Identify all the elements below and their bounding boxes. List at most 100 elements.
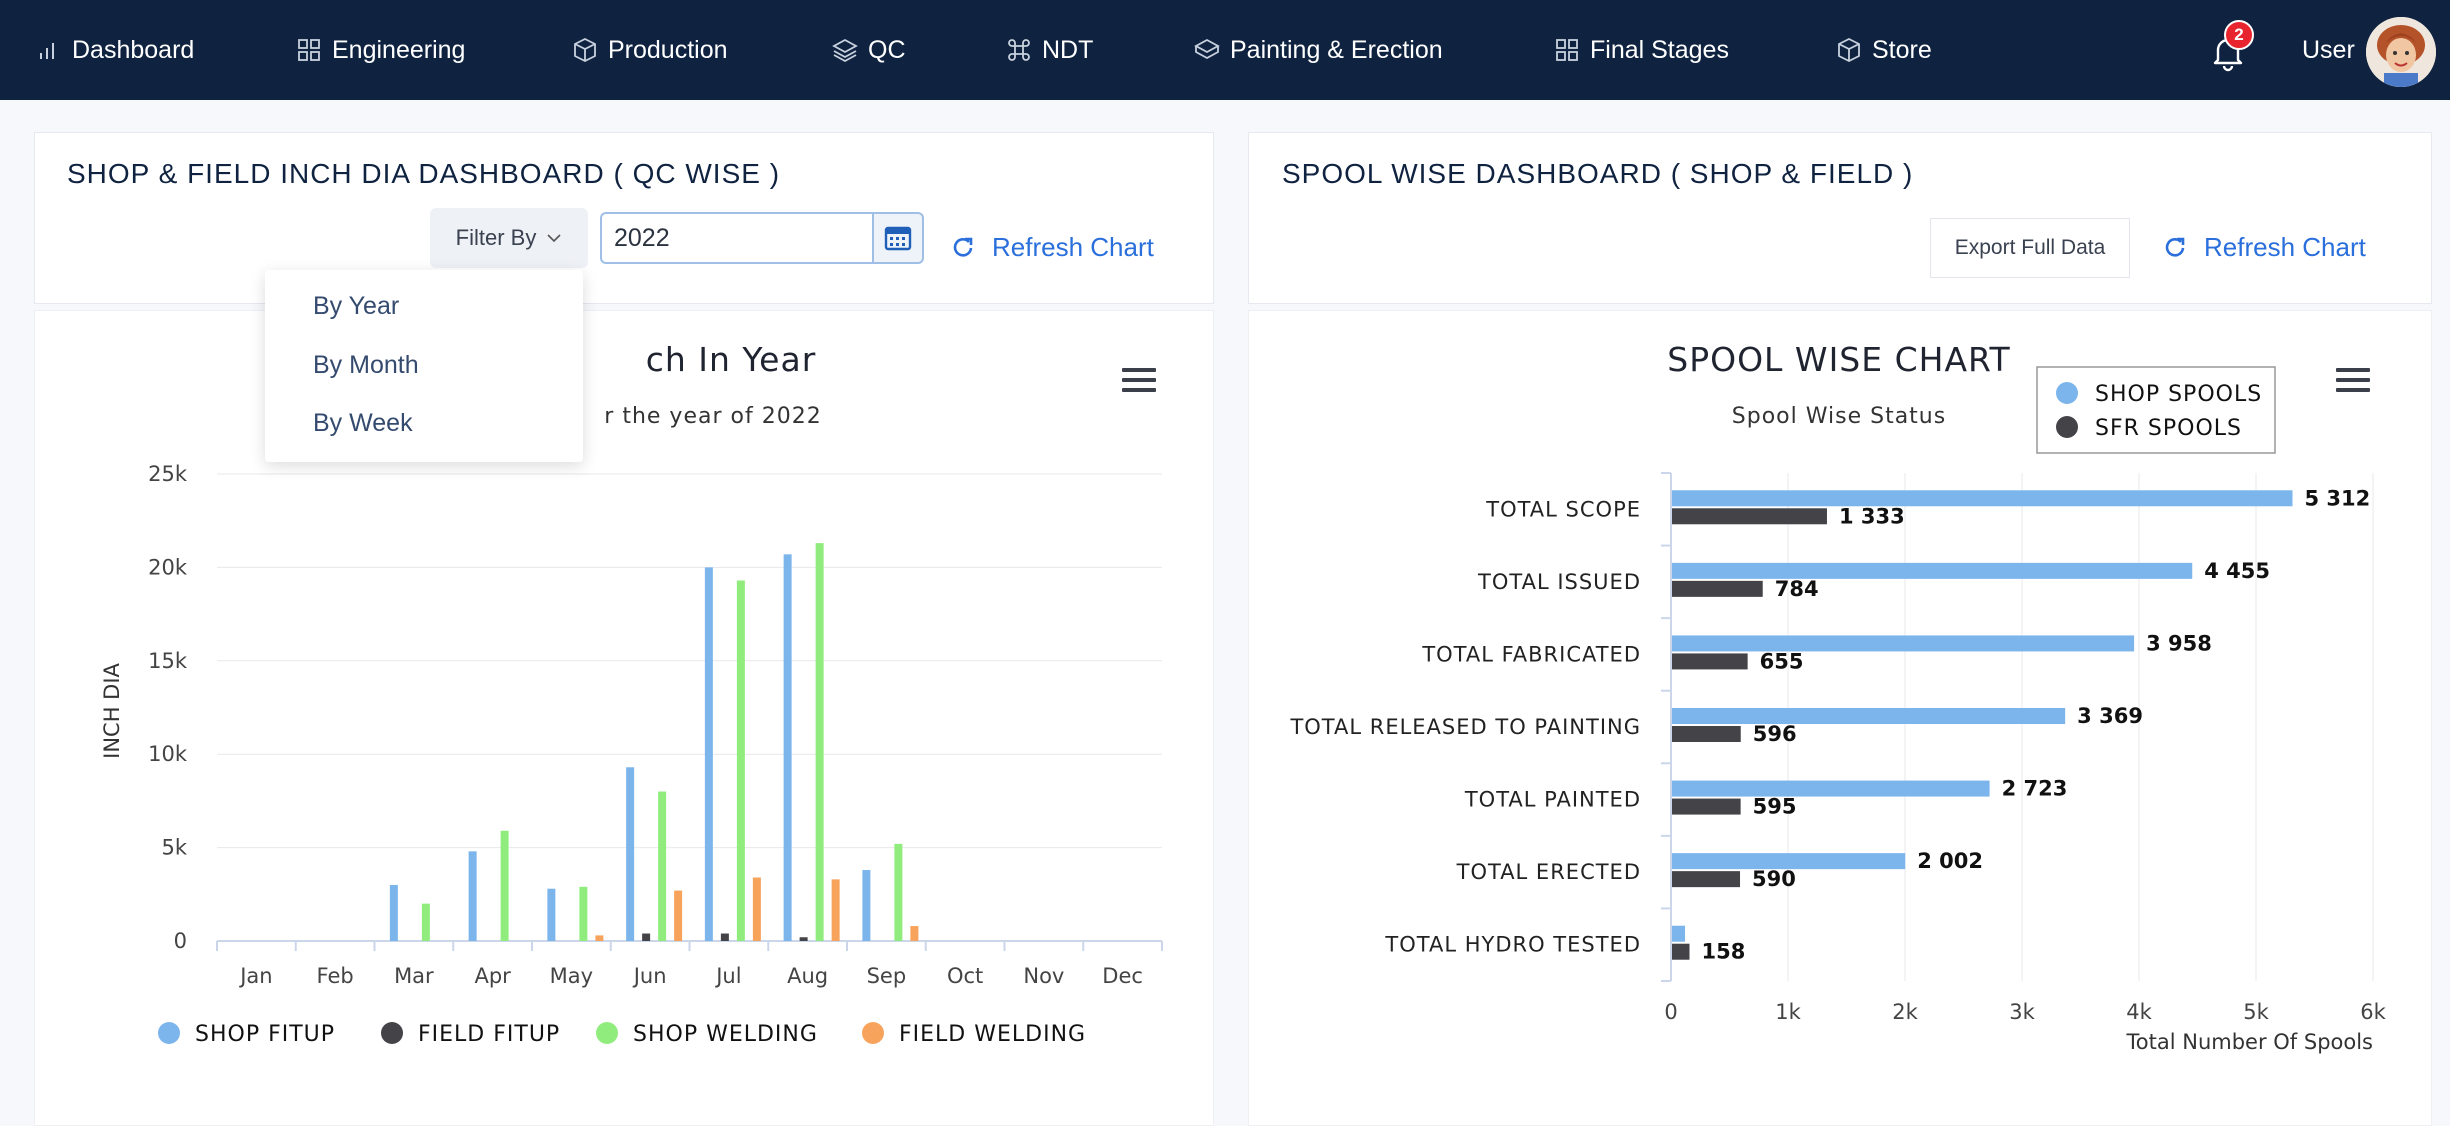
- legend-label: SHOP WELDING: [633, 1022, 818, 1047]
- x-tick-label: Dec: [1102, 964, 1143, 988]
- bar: [389, 884, 398, 941]
- legend-marker: [158, 1022, 180, 1044]
- bar: [894, 843, 903, 941]
- x-tick-label: 6k: [2360, 1000, 2386, 1024]
- bar: [421, 903, 430, 941]
- x-tick-label: Jan: [238, 964, 272, 988]
- bar: [468, 851, 477, 941]
- notification-badge: 2: [2224, 20, 2254, 50]
- y-tick-label: 0: [174, 929, 187, 953]
- data-label: 4 455: [2204, 559, 2270, 583]
- grid-icon: [298, 39, 320, 61]
- data-label: 595: [1753, 795, 1797, 819]
- calendar-icon: [884, 226, 912, 251]
- grid-icon: [1556, 39, 1578, 61]
- export-full-data-button[interactable]: Export Full Data: [1930, 218, 2130, 278]
- legend-box: [2036, 366, 2276, 454]
- bar: [547, 888, 556, 941]
- legend-label: FIELD WELDING: [899, 1022, 1086, 1047]
- nav-dashboard[interactable]: Dashboard: [36, 0, 194, 100]
- cube-icon: [574, 37, 596, 63]
- bar: [783, 554, 792, 941]
- nav-label: Production: [608, 35, 728, 64]
- dropdown-option-week[interactable]: By Week: [313, 409, 413, 437]
- x-tick-label: Oct: [947, 964, 983, 988]
- nav-painting-erection[interactable]: Painting & Erection: [1194, 0, 1443, 100]
- bar: [704, 567, 713, 941]
- nav-engineering[interactable]: Engineering: [296, 0, 465, 100]
- left-chart-card: ch In Year r the year of 2022 0 5k 10k 15k 20k…: [34, 310, 1214, 1126]
- year-input[interactable]: [600, 212, 872, 264]
- dropdown-option-month[interactable]: By Month: [313, 351, 419, 379]
- bar: [1672, 653, 1748, 670]
- nav-label: QC: [868, 35, 906, 64]
- bar: [1672, 635, 2135, 652]
- x-tick-label: 4k: [2126, 1000, 2152, 1024]
- nav-label: Final Stages: [1590, 35, 1729, 64]
- legend-marker: [381, 1022, 403, 1044]
- calendar-button[interactable]: [872, 212, 924, 264]
- command-icon: [1008, 39, 1030, 61]
- category-label: TOTAL RELEASED TO PAINTING: [1289, 715, 1641, 739]
- bar: [1672, 708, 2066, 724]
- bar: [642, 933, 651, 941]
- y-tick-label: 10k: [148, 742, 188, 766]
- avatar[interactable]: [2366, 17, 2436, 87]
- category-label: TOTAL ISSUED: [1477, 570, 1641, 594]
- bar: [910, 926, 919, 941]
- chart-subtitle: r the year of 2022: [604, 404, 821, 429]
- legend-label: SHOP FITUP: [195, 1022, 335, 1047]
- filter-by-label: Filter By: [455, 225, 537, 250]
- bar: [831, 879, 840, 941]
- right-chart-card: SPOOL WISE CHART Spool Wise Status 0 1k 2k 3k…: [1248, 310, 2432, 1126]
- cube-icon: [1838, 37, 1860, 63]
- y-tick-label: 20k: [148, 555, 188, 579]
- spool-wise-chart: SPOOL WISE CHART Spool Wise Status 0 1k 2k 3k…: [1289, 340, 2386, 1054]
- bar: [1672, 925, 1686, 942]
- left-chart-menu-icon[interactable]: [1122, 368, 1156, 394]
- nav-store[interactable]: Store: [1836, 0, 1932, 100]
- nav-ndt[interactable]: NDT: [1006, 0, 1093, 100]
- refresh-icon: [953, 237, 973, 257]
- refresh-label: Refresh Chart: [2204, 231, 2366, 262]
- nav-qc[interactable]: QC: [832, 0, 906, 100]
- dropdown-option-year[interactable]: By Year: [313, 292, 400, 320]
- nav-final-stages[interactable]: Final Stages: [1554, 0, 1729, 100]
- right-refresh-button[interactable]: Refresh Chart: [2164, 227, 2366, 267]
- bar: [1672, 780, 1990, 797]
- x-tick-label: 0: [1664, 1000, 1677, 1024]
- user-menu-label[interactable]: User: [2302, 35, 2355, 64]
- bar: [595, 935, 604, 941]
- data-label: 2 002: [1917, 849, 1983, 873]
- legend-marker: [862, 1022, 884, 1044]
- x-axis-title: Total Number Of Spools: [2126, 1030, 2373, 1054]
- nav-label: Dashboard: [72, 35, 195, 64]
- x-tick-label: May: [550, 964, 593, 988]
- bar: [815, 543, 824, 941]
- bar-chart-icon: [40, 43, 54, 59]
- data-label: 655: [1760, 649, 1804, 673]
- nav-production[interactable]: Production: [572, 0, 728, 100]
- x-tick-label: Nov: [1023, 964, 1064, 988]
- x-tick-label: Apr: [474, 964, 511, 988]
- data-label: 784: [1775, 577, 1819, 601]
- filter-by-button[interactable]: Filter By: [430, 208, 588, 268]
- bar: [674, 890, 683, 941]
- bar: [1672, 853, 1906, 870]
- right-chart-menu-icon[interactable]: [2336, 368, 2370, 394]
- data-label: 1 333: [1839, 504, 1905, 528]
- bar: [579, 886, 588, 941]
- chart-title: ch In Year: [646, 340, 817, 379]
- data-label: 3 958: [2146, 631, 2212, 655]
- filter-dropdown: By Year By Month By Week: [265, 270, 583, 462]
- category-label: TOTAL ERECTED: [1456, 860, 1641, 884]
- data-label: 596: [1753, 722, 1797, 746]
- bar: [799, 937, 808, 941]
- left-refresh-button[interactable]: Refresh Chart: [952, 227, 1154, 267]
- data-label: 2 723: [2002, 777, 2068, 801]
- bar: [626, 767, 635, 941]
- bar: [1672, 490, 2293, 507]
- nav-label: Store: [1872, 35, 1932, 64]
- x-tick-label: Jun: [632, 964, 667, 988]
- category-label: TOTAL PAINTED: [1464, 788, 1641, 812]
